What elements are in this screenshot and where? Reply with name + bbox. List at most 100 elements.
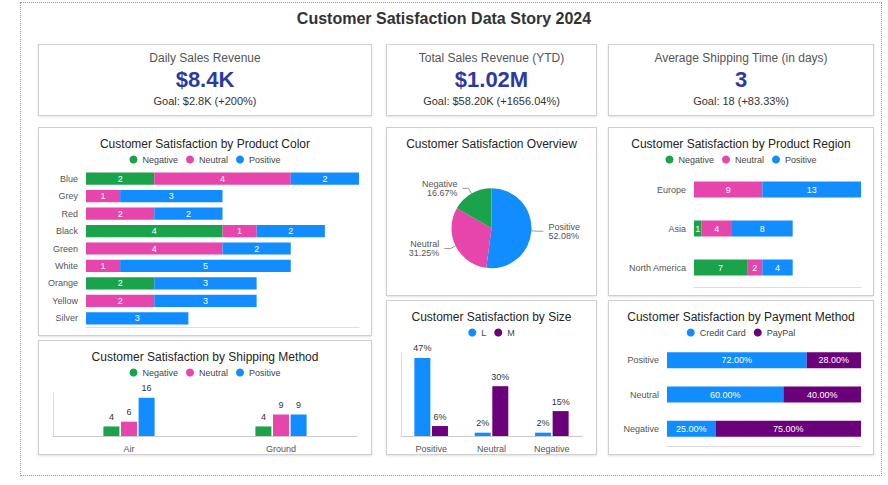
svg-text:2: 2 bbox=[186, 209, 191, 219]
svg-text:Positive: Positive bbox=[249, 368, 281, 378]
svg-text:Air: Air bbox=[124, 444, 135, 454]
svg-text:Red: Red bbox=[61, 209, 78, 219]
svg-text:1: 1 bbox=[695, 224, 700, 234]
svg-text:Negative: Negative bbox=[534, 444, 570, 454]
html-text:$8.4K: $8.4K bbox=[175, 67, 235, 92]
svg-text:1: 1 bbox=[101, 191, 106, 201]
svg-text:Neutral: Neutral bbox=[199, 155, 228, 165]
svg-text:Black: Black bbox=[56, 226, 79, 236]
svg-text:4: 4 bbox=[152, 226, 157, 236]
svg-text:Negative: Negative bbox=[422, 178, 458, 189]
html-text:Total Sales Revenue (YTD): Total Sales Revenue (YTD) bbox=[418, 51, 565, 65]
svg-text:Orange: Orange bbox=[48, 278, 78, 288]
svg-text:Credit Card: Credit Card bbox=[700, 328, 746, 338]
svg-text:47%: 47% bbox=[413, 343, 431, 353]
html-text:Goal: 18 (+83.33%): Goal: 18 (+83.33%) bbox=[693, 95, 789, 107]
svg-text:Silver: Silver bbox=[55, 313, 78, 323]
svg-text:Customer Satisfaction Overview: Customer Satisfaction Overview bbox=[406, 137, 577, 151]
svg-text:Neutral: Neutral bbox=[410, 239, 440, 250]
svg-text:PayPal: PayPal bbox=[767, 328, 796, 338]
svg-text:Customer Satisfaction by Produ: Customer Satisfaction by Product Color bbox=[100, 137, 310, 151]
svg-text:15%: 15% bbox=[552, 397, 570, 407]
svg-text:2: 2 bbox=[118, 174, 123, 184]
svg-text:Customer Satisfaction by Shipp: Customer Satisfaction by Shipping Method bbox=[92, 350, 319, 364]
svg-text:30%: 30% bbox=[491, 372, 509, 382]
svg-text:40.00%: 40.00% bbox=[807, 390, 838, 400]
html-text:$1.02M: $1.02M bbox=[454, 67, 529, 92]
svg-text:8: 8 bbox=[760, 224, 765, 234]
svg-text:Customer Satisfaction by Payme: Customer Satisfaction by Payment Method bbox=[627, 310, 854, 324]
svg-text:Europe: Europe bbox=[657, 185, 686, 195]
svg-text:2: 2 bbox=[118, 296, 123, 306]
svg-text:25.00%: 25.00% bbox=[676, 424, 707, 434]
svg-text:3: 3 bbox=[203, 296, 208, 306]
svg-text:5: 5 bbox=[203, 261, 208, 271]
svg-text:75.00%: 75.00% bbox=[773, 424, 804, 434]
svg-text:4: 4 bbox=[775, 263, 780, 273]
svg-text:Positive: Positive bbox=[548, 221, 580, 232]
svg-text:6: 6 bbox=[126, 407, 131, 417]
svg-text:Yellow: Yellow bbox=[52, 296, 78, 306]
svg-text:Negative: Negative bbox=[142, 368, 178, 378]
svg-text:Negative: Negative bbox=[142, 155, 178, 165]
svg-text:2: 2 bbox=[118, 209, 123, 219]
svg-text:North America: North America bbox=[629, 263, 686, 273]
html-text:Customer Satisfaction Data Sto: Customer Satisfaction Data Story 2024 bbox=[296, 10, 592, 27]
svg-text:2%: 2% bbox=[537, 418, 550, 428]
svg-text:Negative: Negative bbox=[678, 155, 714, 165]
svg-text:Negative: Negative bbox=[623, 424, 659, 434]
svg-text:4: 4 bbox=[109, 412, 114, 422]
svg-text:M: M bbox=[507, 328, 515, 338]
svg-text:2: 2 bbox=[752, 263, 757, 273]
svg-text:2: 2 bbox=[118, 278, 123, 288]
svg-text:Ground: Ground bbox=[266, 444, 296, 454]
svg-text:9: 9 bbox=[296, 400, 301, 410]
svg-text:16.67%: 16.67% bbox=[427, 188, 458, 198]
svg-text:Customer Satisfaction by Produ: Customer Satisfaction by Product Region bbox=[631, 137, 850, 151]
svg-text:White: White bbox=[55, 261, 78, 271]
svg-text:6%: 6% bbox=[433, 412, 446, 422]
svg-text:Neutral: Neutral bbox=[477, 444, 506, 454]
svg-text:2: 2 bbox=[322, 174, 327, 184]
svg-text:4: 4 bbox=[152, 244, 157, 254]
svg-text:28.00%: 28.00% bbox=[819, 355, 850, 365]
svg-text:Neutral: Neutral bbox=[199, 368, 228, 378]
svg-text:Asia: Asia bbox=[668, 224, 686, 234]
svg-text:9: 9 bbox=[278, 400, 283, 410]
svg-text:52.08%: 52.08% bbox=[548, 231, 579, 241]
svg-text:60.00%: 60.00% bbox=[710, 390, 741, 400]
svg-text:4: 4 bbox=[220, 174, 225, 184]
svg-text:9: 9 bbox=[726, 185, 731, 195]
svg-text:31.25%: 31.25% bbox=[409, 248, 440, 258]
svg-text:13: 13 bbox=[807, 185, 817, 195]
svg-text:1: 1 bbox=[101, 261, 106, 271]
html-text:Goal: $2.8K (+200%): Goal: $2.8K (+200%) bbox=[153, 95, 257, 107]
svg-text:4: 4 bbox=[261, 412, 266, 422]
svg-text:2: 2 bbox=[254, 244, 259, 254]
svg-text:Green: Green bbox=[53, 244, 78, 254]
svg-text:3: 3 bbox=[169, 191, 174, 201]
svg-text:Blue: Blue bbox=[60, 174, 78, 184]
svg-text:Customer Satisfaction by Size: Customer Satisfaction by Size bbox=[411, 310, 571, 324]
html-text:Goal: $58.20K (+1656.04%): Goal: $58.20K (+1656.04%) bbox=[423, 95, 560, 107]
svg-text:Neutral: Neutral bbox=[735, 155, 764, 165]
html-text:Average Shipping Time (in days: Average Shipping Time (in days) bbox=[654, 51, 828, 65]
svg-text:3: 3 bbox=[203, 278, 208, 288]
svg-text:7: 7 bbox=[718, 263, 723, 273]
svg-text:Positive: Positive bbox=[785, 155, 817, 165]
html-text:Daily Sales Revenue: Daily Sales Revenue bbox=[149, 51, 261, 65]
svg-text:Grey: Grey bbox=[58, 191, 78, 201]
html-text:3: 3 bbox=[734, 67, 748, 92]
svg-text:Positive: Positive bbox=[415, 444, 447, 454]
svg-text:2%: 2% bbox=[476, 418, 489, 428]
svg-text:2: 2 bbox=[288, 226, 293, 236]
svg-text:Positive: Positive bbox=[249, 155, 281, 165]
svg-text:Positive: Positive bbox=[627, 355, 659, 365]
svg-text:Neutral: Neutral bbox=[630, 390, 659, 400]
svg-text:1: 1 bbox=[237, 226, 242, 236]
svg-text:4: 4 bbox=[714, 224, 719, 234]
svg-text:L: L bbox=[481, 328, 486, 338]
svg-text:72.00%: 72.00% bbox=[722, 355, 753, 365]
svg-text:16: 16 bbox=[142, 383, 152, 393]
svg-text:3: 3 bbox=[135, 313, 140, 323]
